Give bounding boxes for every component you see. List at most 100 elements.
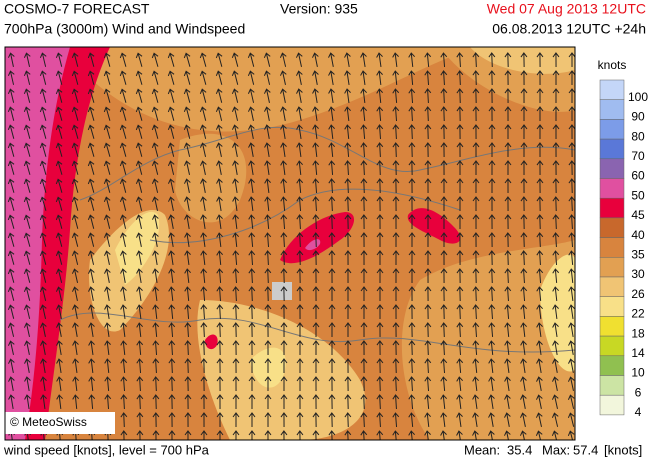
- arrow-shape: [504, 178, 512, 194]
- arrow-shape: [72, 322, 79, 337]
- arrow-shape: [23, 70, 31, 85]
- arrow: [312, 376, 320, 392]
- arrow-shape: [488, 412, 495, 427]
- arrow: [151, 124, 159, 139]
- arrow: [8, 358, 15, 373]
- arrow-shape: [440, 142, 448, 158]
- arrow: [104, 376, 112, 392]
- arrow: [88, 376, 96, 392]
- arrow-shape: [280, 376, 288, 392]
- arrow-shape: [23, 106, 31, 121]
- arrow: [152, 304, 160, 320]
- arrow: [152, 250, 159, 265]
- arrow-shape: [23, 52, 31, 67]
- arrow-shape: [535, 430, 543, 440]
- arrow: [328, 106, 335, 122]
- arrow: [392, 286, 400, 302]
- arrow-shape: [552, 70, 560, 86]
- arrow-shape: [200, 322, 208, 338]
- arrow-shape: [56, 304, 63, 319]
- arrow: [488, 232, 496, 248]
- arrow-shape: [88, 358, 95, 374]
- arrow-shape: [247, 70, 255, 85]
- arrow: [568, 70, 575, 86]
- arrow: [536, 340, 543, 355]
- arrow-shape: [183, 88, 191, 103]
- arrow: [168, 322, 176, 338]
- arrow-shape: [360, 340, 368, 356]
- arrow-shape: [520, 52, 528, 68]
- arrow-shape: [568, 160, 575, 176]
- arrow-shape: [408, 52, 416, 68]
- arrow-shape: [456, 88, 464, 104]
- arrow: [312, 340, 320, 356]
- arrow-shape: [568, 214, 575, 230]
- arrow: [360, 412, 368, 428]
- arrow-shape: [328, 88, 335, 103]
- arrow: [392, 322, 400, 338]
- arrow-shape: [167, 70, 175, 85]
- arrow-shape: [520, 214, 528, 230]
- arrow-shape: [87, 142, 95, 157]
- arrow: [536, 70, 544, 86]
- arrow-shape: [232, 196, 239, 212]
- arrow: [152, 412, 160, 428]
- arrow-shape: [552, 232, 560, 248]
- arrow-shape: [424, 430, 431, 440]
- arrow-shape: [152, 250, 159, 265]
- arrow-shape: [296, 340, 304, 356]
- arrow: [520, 88, 528, 104]
- arrow: [7, 214, 15, 229]
- arrow-shape: [392, 124, 400, 140]
- legend-swatch: [599, 335, 625, 357]
- arrow: [408, 430, 416, 440]
- arrow-shape: [296, 214, 304, 230]
- arrow-shape: [151, 142, 159, 157]
- arrow: [248, 160, 255, 175]
- arrow-shape: [519, 430, 527, 440]
- arrow-shape: [552, 142, 560, 158]
- mean-value: 35.4: [507, 442, 532, 457]
- arrow-shape: [248, 250, 256, 266]
- arrow: [296, 178, 304, 194]
- arrow-shape: [424, 286, 432, 302]
- legend-label: 100: [628, 90, 648, 104]
- arrow: [328, 124, 335, 140]
- arrow: [520, 340, 527, 356]
- arrow-shape: [392, 286, 400, 302]
- arrow-shape: [87, 250, 95, 265]
- wind-zone: [175, 133, 247, 223]
- arrow-shape: [408, 214, 416, 230]
- arrow-shape: [536, 142, 544, 158]
- arrow-shape: [376, 394, 384, 410]
- arrow-shape: [456, 142, 464, 158]
- arrow-shape: [504, 358, 511, 374]
- arrow: [167, 106, 175, 121]
- arrow: [520, 376, 527, 391]
- arrow-shape: [248, 268, 256, 284]
- arrow: [520, 214, 528, 230]
- arrow: [568, 142, 575, 158]
- arrow-shape: [424, 322, 432, 338]
- arrow-shape: [440, 430, 447, 440]
- arrow-shape: [199, 106, 207, 121]
- arrow-shape: [103, 160, 111, 175]
- arrow: [312, 196, 320, 212]
- arrow: [119, 52, 127, 67]
- arrow: [360, 322, 368, 338]
- arrow-shape: [168, 268, 175, 284]
- arrow: [296, 160, 304, 176]
- arrow: [55, 214, 63, 229]
- arrow-shape: [408, 142, 416, 158]
- arrow-shape: [71, 286, 79, 301]
- arrow: [328, 196, 336, 212]
- arrow-shape: [456, 268, 464, 284]
- arrow-shape: [8, 376, 15, 391]
- arrow: [296, 124, 303, 139]
- arrow-shape: [552, 304, 559, 320]
- arrow-shape: [408, 124, 416, 140]
- arrow-shape: [344, 52, 351, 67]
- arrow-shape: [472, 88, 480, 104]
- arrow-shape: [392, 268, 400, 284]
- legend-label: 70: [631, 149, 645, 163]
